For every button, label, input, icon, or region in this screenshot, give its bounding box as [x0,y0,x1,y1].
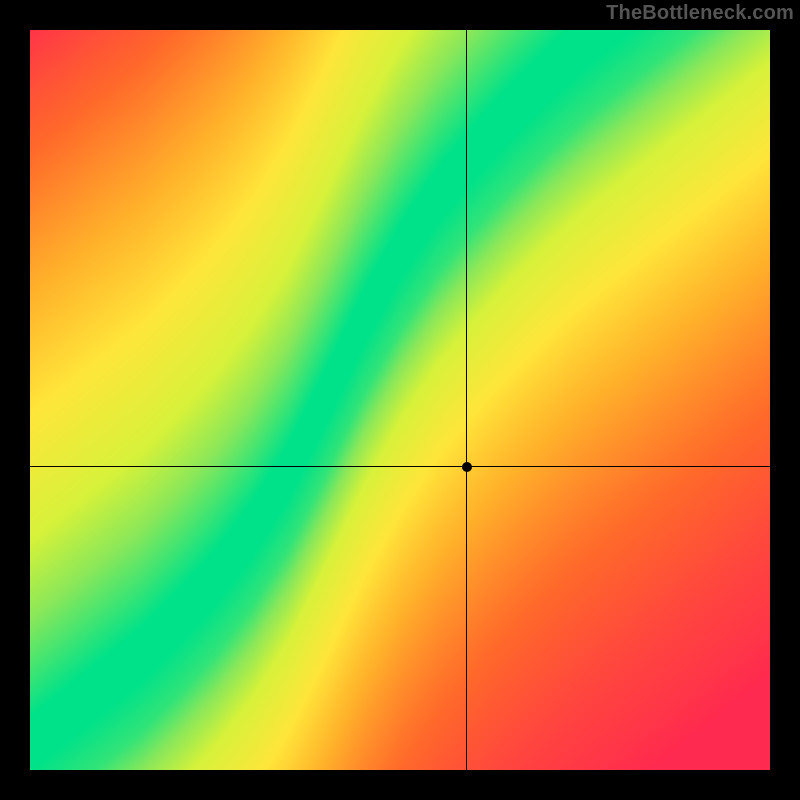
chart-frame: TheBottleneck.com [0,0,800,800]
crosshair-vertical [466,30,467,770]
watermark-text: TheBottleneck.com [606,2,794,25]
heatmap-plot [30,30,770,770]
crosshair-horizontal [30,466,770,467]
crosshair-marker [462,462,472,472]
heatmap-canvas [30,30,770,770]
